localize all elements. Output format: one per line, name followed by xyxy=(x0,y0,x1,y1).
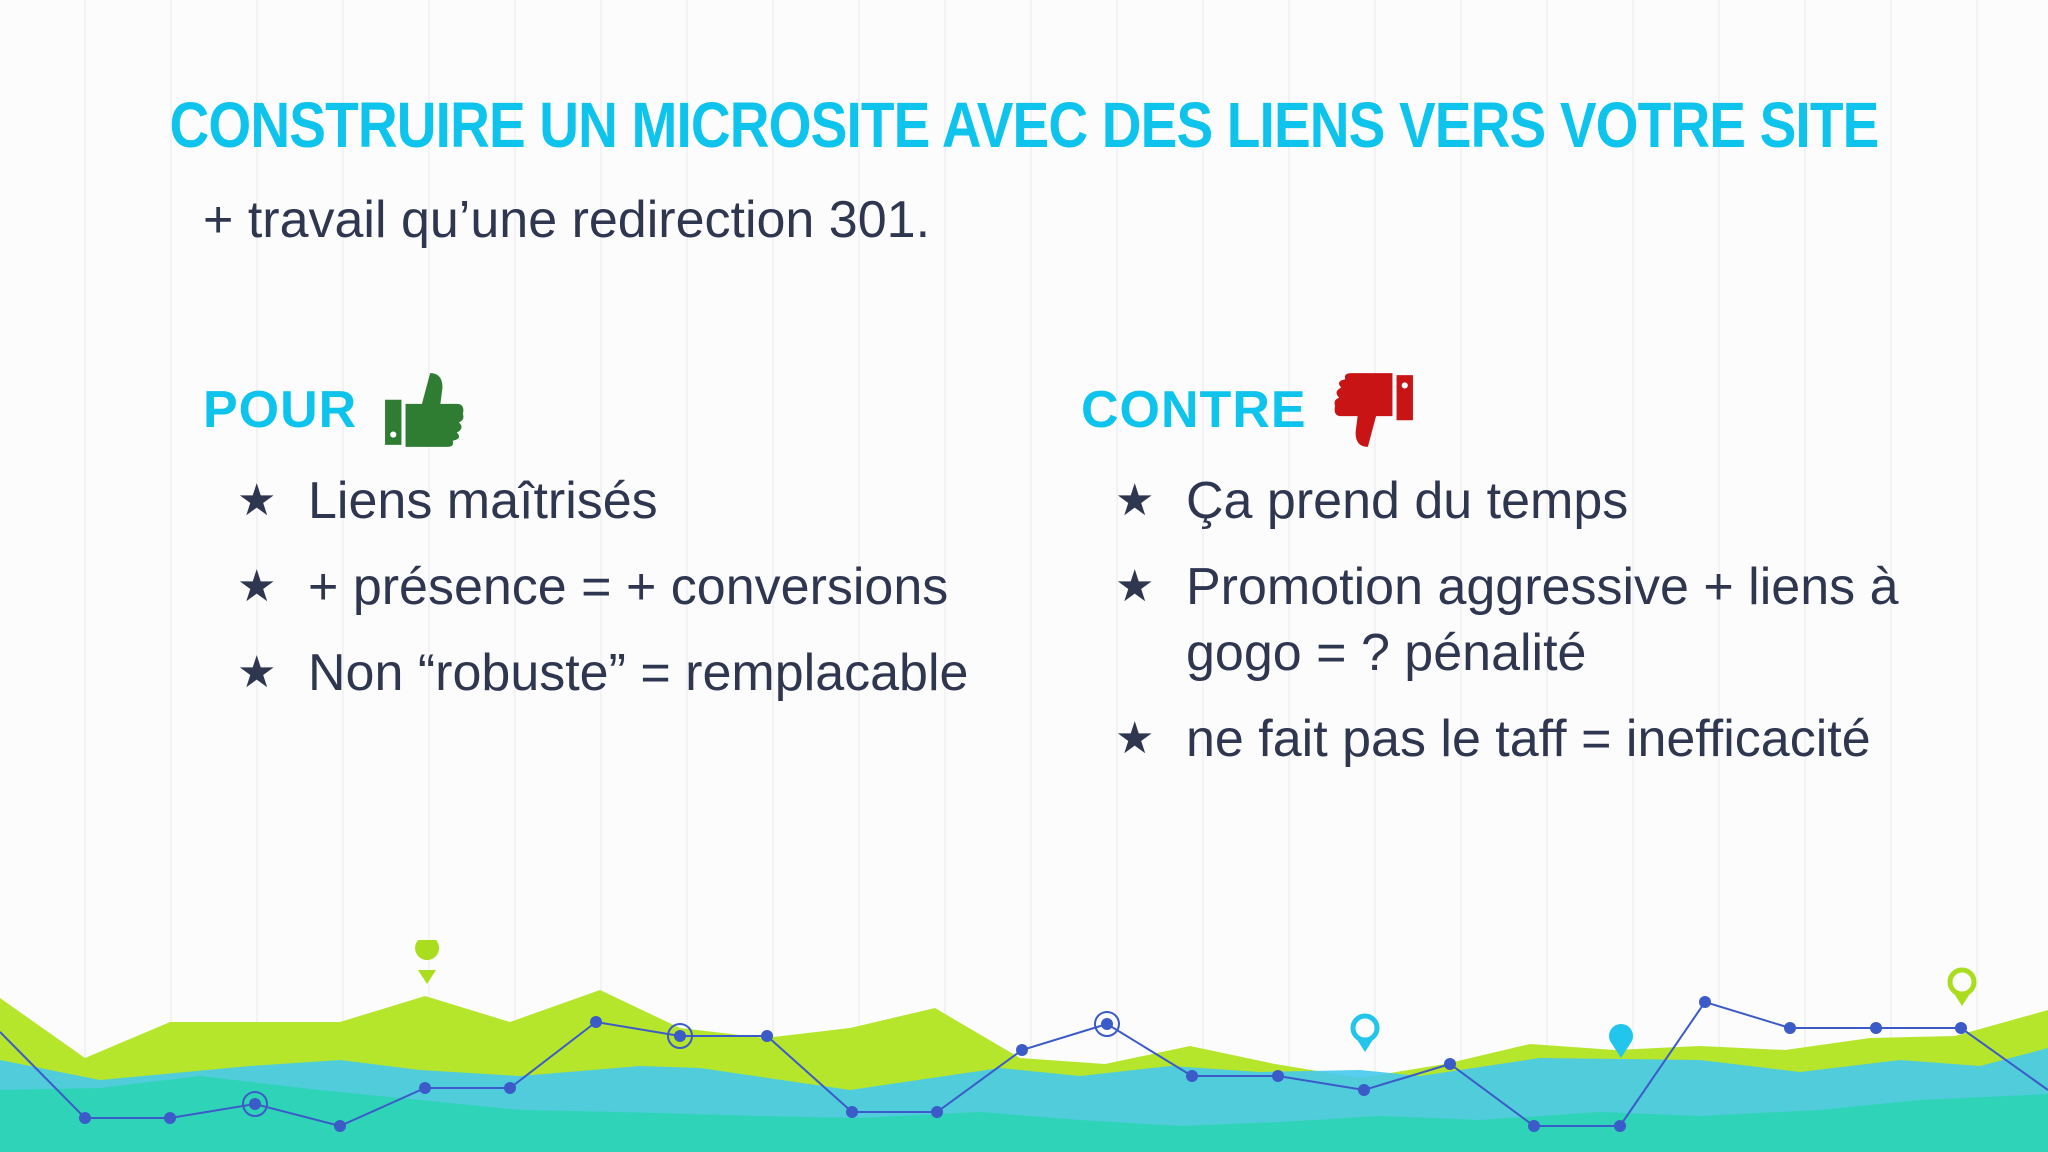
star-icon: ★ xyxy=(1115,713,1155,764)
map-pin-icon xyxy=(1953,992,1971,1006)
contre-list: ★ Ça prend du temps ★ Promotion aggressive… xyxy=(1081,468,1966,772)
map-pin-icon xyxy=(418,970,436,984)
list-item-text: Non “robuste” = remplacable xyxy=(308,644,969,702)
list-item: ★ + présence = + conversions xyxy=(237,554,1088,620)
decorative-landscape xyxy=(0,940,2048,1152)
map-pin-icon xyxy=(1947,967,1977,997)
map-pin-icon xyxy=(1350,1013,1380,1043)
ring-markers xyxy=(242,1011,1120,1117)
contre-heading: CONTRE xyxy=(1081,360,1966,460)
teal-hills xyxy=(0,1076,2048,1152)
contre-label: CONTRE xyxy=(1081,381,1307,439)
list-item: ★ Liens maîtrisés xyxy=(237,468,1088,534)
map-pin-icon xyxy=(415,940,440,960)
thumbs-up-icon xyxy=(385,373,464,447)
list-item: ★ Ça prend du temps xyxy=(1115,468,1966,534)
pour-column: POUR ★ Liens maîtrisés ★ + présence = + co… xyxy=(203,360,1088,726)
map-pin-icon xyxy=(1609,1024,1633,1048)
list-item-text: + présence = + conversions xyxy=(308,558,949,616)
contre-column: CONTRE ★ Ça prend du temps ★ Promotion agg… xyxy=(1081,360,1966,792)
map-pin-icon xyxy=(1356,1038,1374,1052)
star-icon: ★ xyxy=(237,647,277,698)
star-icon: ★ xyxy=(237,475,277,526)
pour-list: ★ Liens maîtrisés ★ + présence = + convers… xyxy=(203,468,1088,706)
map-pin-icon xyxy=(1612,1044,1630,1058)
slide-title: CONSTRUIRE UN MICROSITE AVEC DES LIENS V… xyxy=(169,89,1880,161)
list-item-text: Ça prend du temps xyxy=(1186,472,1629,530)
list-item-text: Liens maîtrisés xyxy=(308,472,658,530)
star-icon: ★ xyxy=(1115,475,1155,526)
star-icon: ★ xyxy=(1115,561,1155,612)
list-item: ★ Promotion aggressive + liens à gogo = ?… xyxy=(1115,554,1966,686)
list-item-text: Promotion aggressive + liens à gogo = ? … xyxy=(1186,558,1899,682)
star-icon: ★ xyxy=(237,561,277,612)
pour-heading: POUR xyxy=(203,360,1088,460)
list-item: ★ ne fait pas le taff = inefficacité xyxy=(1115,706,1966,772)
pour-label: POUR xyxy=(203,381,358,439)
thumbs-down-icon xyxy=(1334,373,1413,447)
slide-subtitle: + travail qu’une redirection 301. xyxy=(203,191,931,249)
trend-points xyxy=(79,996,1967,1132)
list-item: ★ Non “robuste” = remplacable xyxy=(237,640,1088,706)
list-item-text: ne fait pas le taff = inefficacité xyxy=(1186,710,1871,768)
